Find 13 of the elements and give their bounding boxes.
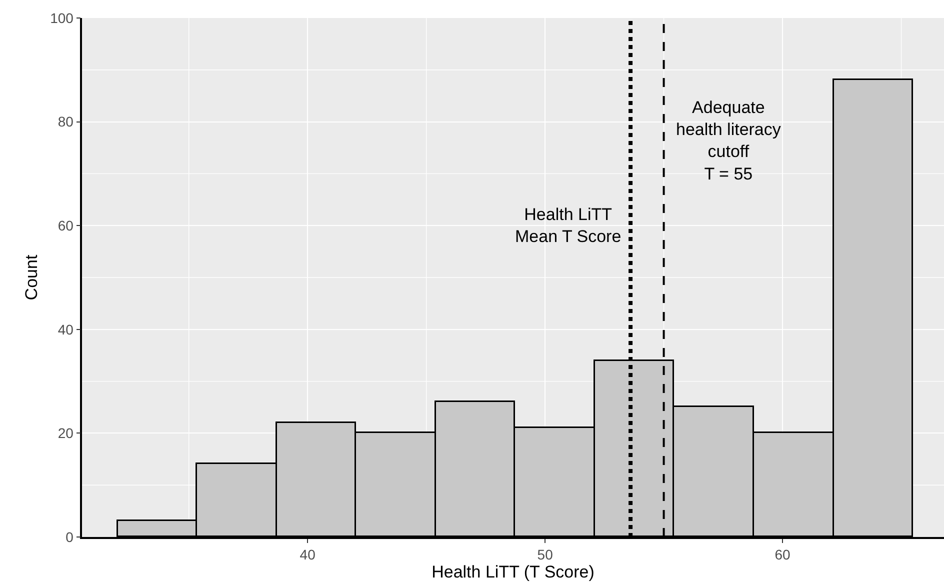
y-tick-label: 40 <box>58 321 74 338</box>
y-axis-title: Count <box>22 254 42 300</box>
ref-line-label: Adequate health literacy cutoff T = 55 <box>676 98 782 184</box>
x-axis-title: Health LiTT (T Score) <box>432 562 594 582</box>
y-tick-label: 60 <box>58 218 74 234</box>
y-tick-label: 100 <box>50 10 74 26</box>
x-tick-label: 50 <box>537 546 554 563</box>
x-tick-label: 60 <box>774 546 791 563</box>
y-tick-label: 80 <box>58 114 74 130</box>
x-tick-label: 40 <box>300 546 316 563</box>
y-tick-label: 0 <box>66 528 74 545</box>
y-tick-label: 20 <box>58 425 74 442</box>
ref-line-label: Health LiTT Mean T Score <box>515 205 622 246</box>
